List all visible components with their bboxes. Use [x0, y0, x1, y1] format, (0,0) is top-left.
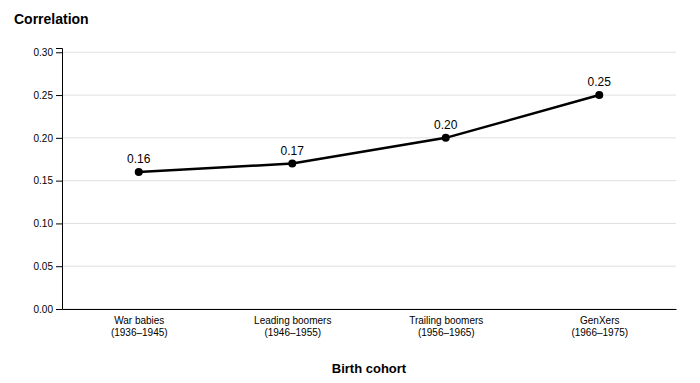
- x-tick-label-line: War babies: [114, 315, 164, 326]
- y-tick: 0.25: [34, 90, 62, 101]
- y-axis-title: Correlation: [14, 11, 89, 27]
- x-tick: Leading boomers(1946–1955): [254, 315, 331, 338]
- data-label: 0.20: [434, 118, 458, 132]
- y-tick-mark: [56, 95, 62, 96]
- grid-line: [62, 309, 676, 310]
- chart: 0.000.050.100.150.200.250.30War babies(1…: [0, 0, 700, 383]
- x-axis-line: [63, 309, 677, 310]
- grid-line: [62, 223, 676, 224]
- x-tick-label: War babies(1936–1945): [111, 315, 168, 338]
- plot: 0.000.050.100.150.200.250.30War babies(1…: [34, 47, 677, 338]
- data-label: 0.16: [127, 152, 151, 166]
- y-axis-line: [56, 49, 63, 310]
- x-tick-label-line: Leading boomers: [254, 315, 331, 326]
- y-tick: 0.30: [34, 47, 62, 58]
- x-tick: Trailing boomers(1956–1965): [409, 315, 483, 338]
- x-tick: War babies(1936–1945): [111, 315, 168, 338]
- x-tick-label-line: Trailing boomers: [409, 315, 483, 326]
- point: [442, 134, 450, 142]
- y-tick-mark: [56, 266, 62, 267]
- data-label: 0.17: [281, 144, 305, 158]
- x-tick-label: GenXers(1966–1975): [571, 315, 628, 338]
- y-tick-label: 0.15: [34, 175, 54, 186]
- y-tick-label: 0.30: [34, 47, 54, 58]
- grid-line: [62, 266, 676, 267]
- y-tick-mark: [56, 138, 62, 139]
- y-tick: 0.05: [34, 261, 62, 272]
- y-tick-mark: [56, 223, 62, 224]
- line: [139, 95, 600, 172]
- grid: [62, 52, 676, 309]
- y-tick-label: 0.10: [34, 218, 54, 229]
- data-label: 0.25: [588, 75, 612, 89]
- chart-container: 0.000.050.100.150.200.250.30War babies(1…: [0, 0, 700, 383]
- x-tick-label-line: (1956–1965): [418, 327, 475, 338]
- y-tick: 0.00: [34, 304, 62, 315]
- y-tick-mark: [56, 181, 62, 182]
- y-tick: 0.10: [34, 218, 62, 229]
- point: [135, 168, 143, 176]
- x-tick-label: Trailing boomers(1956–1965): [409, 315, 483, 338]
- x-tick-label-line: (1966–1975): [571, 327, 628, 338]
- x-axis-title: Birth cohort: [332, 361, 407, 376]
- grid-line: [62, 137, 676, 138]
- x-axis: War babies(1936–1945) Leading boomers(194…: [63, 310, 677, 338]
- point: [288, 160, 296, 168]
- x-tick-label-line: (1946–1955): [264, 327, 321, 338]
- y-axis: 0.00 0.05 0.10 0.15 0.20 0.25 0.30: [34, 47, 63, 315]
- y-tick-mark: [56, 52, 62, 53]
- y-tick-mark: [56, 309, 62, 310]
- y-tick-label: 0.25: [34, 90, 54, 101]
- data-labels: 0.16 0.17 0.20 0.25: [127, 75, 611, 166]
- point: [595, 91, 603, 99]
- x-tick-label: Leading boomers(1946–1955): [254, 315, 331, 338]
- x-tick-label-line: GenXers: [580, 315, 619, 326]
- y-tick: 0.15: [34, 175, 62, 186]
- grid-line: [62, 180, 676, 181]
- y-tick-label: 0.05: [34, 261, 54, 272]
- y-tick: 0.20: [34, 133, 62, 144]
- marks: [135, 91, 604, 176]
- x-tick-label-line: (1936–1945): [111, 327, 168, 338]
- x-tick: GenXers(1966–1975): [571, 315, 628, 338]
- grid-line: [62, 52, 676, 53]
- grid-line: [62, 95, 676, 96]
- y-tick-label: 0.20: [34, 133, 54, 144]
- y-tick-label: 0.00: [34, 304, 54, 315]
